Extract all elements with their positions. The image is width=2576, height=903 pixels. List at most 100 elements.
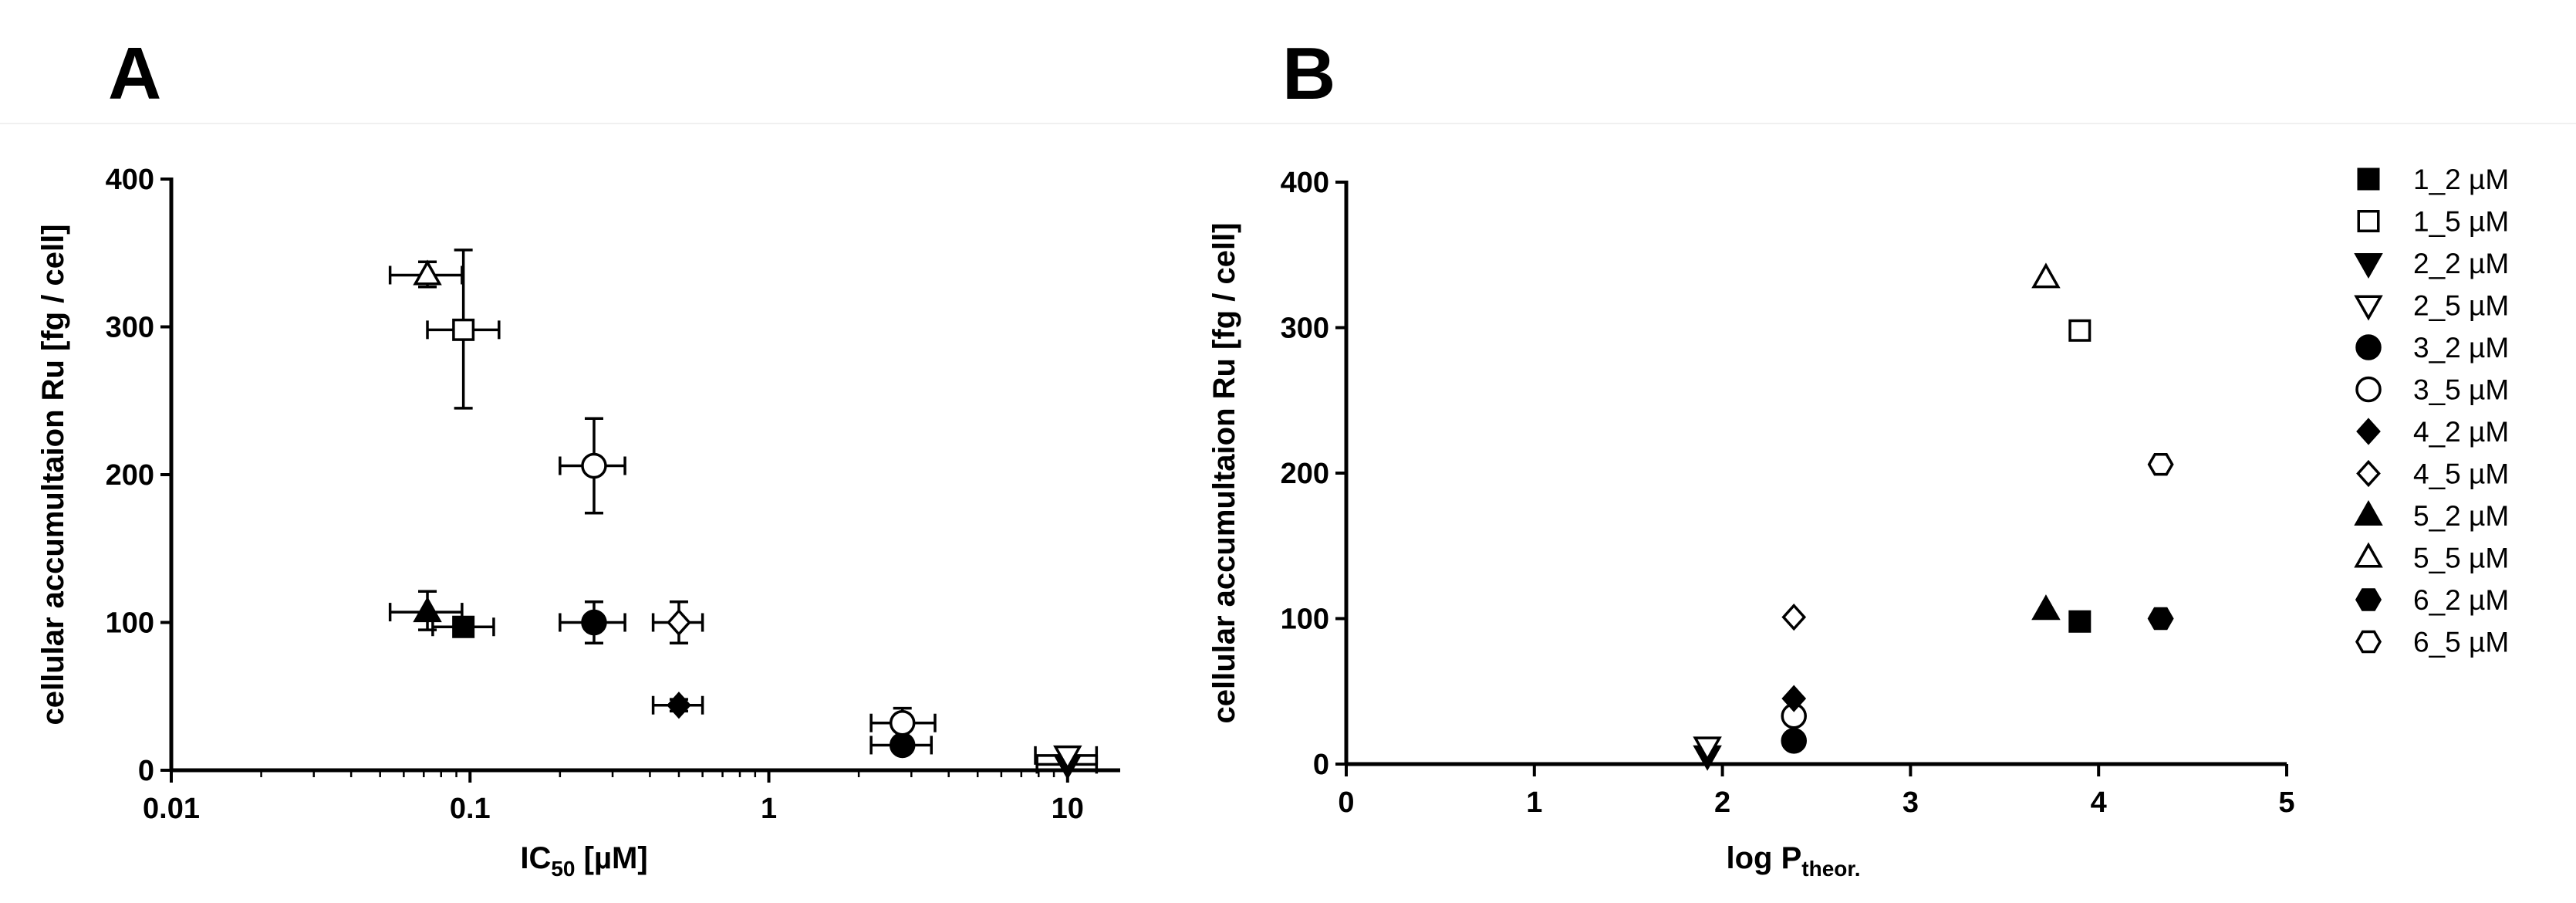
legend-marker-1-2-um <box>2358 169 2378 189</box>
x-axis-title: log Ptheor. <box>1726 841 1860 881</box>
y-tick-label: 100 <box>1281 604 1329 636</box>
data-point-3-5-um <box>560 418 625 513</box>
x-axis-title-subscript: 50 <box>551 857 575 881</box>
legend-label: 4_5 µM <box>2413 458 2509 490</box>
data-point-3-2-um <box>1782 729 1805 752</box>
legend-marker-6-2-um <box>2357 590 2380 610</box>
marker-5-2-um <box>2034 597 2058 619</box>
legend-item-2-5-um: 2_5 µM <box>2356 290 2509 322</box>
legend-marker-1-5-um <box>2358 211 2378 232</box>
panel-b: B 0 100 200 300 400 0 1 2 3 4 5 log Ptheor. cellular … <box>1207 32 2295 881</box>
data-point-1-5-um <box>2070 321 2090 341</box>
data-point-6-2-um <box>2149 609 2173 629</box>
y-tick-label: 200 <box>106 459 154 492</box>
data-point-4-2-um <box>653 694 703 717</box>
legend-label: 3_2 µM <box>2413 332 2509 364</box>
y-axis-title: cellular accumultaion Ru [fg / cell] <box>36 224 70 725</box>
legend-item-6-5-um: 6_5 µM <box>2357 627 2509 658</box>
panel-label: A <box>108 32 161 115</box>
marker-4-5-um <box>1784 606 1805 629</box>
data-point-5-2-um <box>2034 597 2058 619</box>
legend-item-3-5-um: 3_5 µM <box>2357 374 2509 406</box>
marker-1-5-um <box>2070 321 2090 341</box>
legend-label: 6_2 µM <box>2413 584 2509 616</box>
y-tick-label: 300 <box>1281 313 1329 345</box>
marker-5-2-um <box>415 600 440 621</box>
legend-item-1-2-um: 1_2 µM <box>2358 164 2509 195</box>
panel-a: A 0 100 200 300 400 0.01 0.1 1 10 IC50 [µM] cellula… <box>36 32 1120 881</box>
legend-label: 5_5 µM <box>2413 543 2509 574</box>
x-tick-label: 0.01 <box>143 793 200 825</box>
legend-item-3-2-um: 3_2 µM <box>2357 332 2509 364</box>
data-point-5-5-um <box>390 262 462 287</box>
legend-label: 6_5 µM <box>2413 627 2509 658</box>
x-axis-title-unit: [µM] <box>576 841 648 875</box>
legend-label: 1_5 µM <box>2413 206 2509 238</box>
legend-marker-5-5-um <box>2356 545 2381 566</box>
x-tick-label: 1 <box>1526 786 1542 819</box>
y-tick-label: 300 <box>106 312 154 344</box>
legend-marker-2-2-um <box>2356 255 2381 276</box>
y-tick-label: 0 <box>138 755 154 787</box>
data-point-4-5-um <box>1784 606 1805 629</box>
data-point-5-5-um <box>2034 265 2058 287</box>
y-axis-title: cellular accumultaion Ru [fg / cell] <box>1207 222 1241 723</box>
data-point-6-5-um <box>2149 455 2173 475</box>
x-tick-label: 5 <box>2278 786 2294 819</box>
legend-marker-3-5-um <box>2357 378 2380 401</box>
legend-marker-6-5-um <box>2357 632 2380 652</box>
marker-5-5-um <box>2034 265 2058 287</box>
legend-marker-4-5-um <box>2358 462 2379 485</box>
data-point-4-5-um <box>653 602 703 644</box>
legend-item-6-2-um: 6_2 µM <box>2357 584 2509 616</box>
legend-item-5-5-um: 5_5 µM <box>2356 543 2509 574</box>
legend: 1_2 µM 1_5 µM 2_2 µM 2_5 µM 3_2 µM 3_5 µM 4_2 … <box>2356 164 2509 658</box>
legend-item-1-5-um: 1_5 µM <box>2358 206 2509 238</box>
x-tick-label: 4 <box>2091 786 2107 819</box>
data-point-5-2-um <box>390 591 462 630</box>
legend-marker-2-5-um <box>2356 296 2381 318</box>
marker-6-2-um <box>2149 609 2173 629</box>
x-tick-label: 3 <box>1902 786 1919 819</box>
marker-1-2-um <box>2070 612 2090 632</box>
panel-label: B <box>1282 32 1335 115</box>
x-tick-label: 2 <box>1714 786 1730 819</box>
legend-label: 2_2 µM <box>2413 248 2509 279</box>
x-axis-title-main: IC <box>520 841 551 875</box>
legend-marker-4-2-um <box>2358 420 2379 443</box>
x-tick-label: 0 <box>1338 786 1354 819</box>
legend-label: 2_5 µM <box>2413 290 2509 322</box>
y-tick-label: 400 <box>106 164 154 196</box>
legend-item-5-2-um: 5_2 µM <box>2356 500 2509 532</box>
y-tick-label: 400 <box>1281 167 1329 199</box>
y-tick-label: 100 <box>106 607 154 640</box>
legend-item-4-5-um: 4_5 µM <box>2358 458 2510 490</box>
legend-label: 1_2 µM <box>2413 164 2509 195</box>
x-axis-title-main: log P <box>1726 841 1801 875</box>
legend-item-2-2-um: 2_2 µM <box>2356 248 2509 279</box>
marker-3-5-um <box>582 455 606 478</box>
x-tick-label: 10 <box>1052 793 1084 825</box>
x-tick-label: 0.1 <box>450 793 491 825</box>
data-point-1-2-um <box>2070 612 2090 632</box>
marker-1-2-um <box>454 617 474 637</box>
legend-label: 3_5 µM <box>2413 374 2509 406</box>
marker-1-5-um <box>454 320 474 340</box>
legend-marker-5-2-um <box>2356 503 2381 525</box>
legend-item-4-2-um: 4_2 µM <box>2358 416 2510 448</box>
x-axis-title-subscript: theor. <box>1801 857 1860 881</box>
marker-5-5-um <box>415 262 440 284</box>
x-tick-label: 1 <box>761 793 777 825</box>
marker-3-2-um <box>582 611 606 634</box>
y-tick-label: 0 <box>1313 749 1329 781</box>
data-point-3-2-um <box>560 602 625 644</box>
data-point-3-5-um <box>871 709 935 738</box>
y-tick-label: 200 <box>1281 458 1329 490</box>
marker-3-2-um <box>1782 729 1805 752</box>
marker-4-5-um <box>668 611 689 634</box>
legend-marker-3-2-um <box>2357 336 2380 359</box>
legend-label: 5_2 µM <box>2413 500 2509 532</box>
x-axis-title: IC50 [µM] <box>520 841 647 881</box>
marker-4-2-um <box>668 694 689 717</box>
